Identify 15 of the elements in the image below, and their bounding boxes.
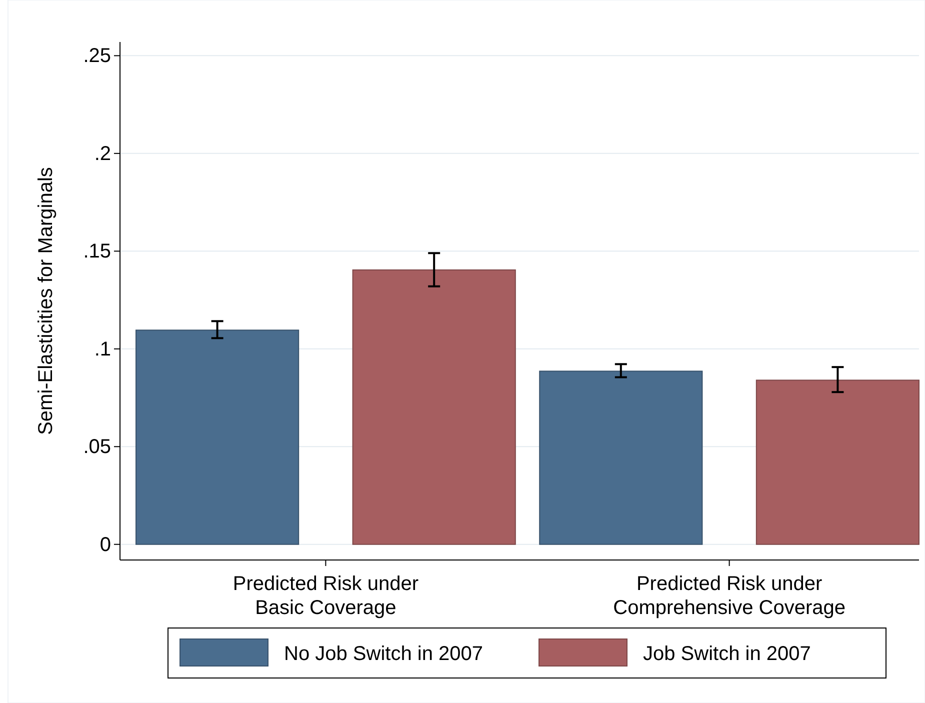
y-tick-label: .15 [83,240,111,263]
y-tick-label: .05 [83,436,111,458]
legend-label: No Job Switch in 2007 [284,643,484,665]
y-tick-label: .2 [94,142,111,165]
bar [756,380,920,545]
bar [352,269,516,545]
y-axis-title: Semi-Elasticities for Marginals [35,167,57,435]
x-tick-label: Predicted Risk under Comprehensive Coverage [613,573,846,619]
y-tick-label: 0 [100,534,111,556]
legend-label: Job Switch in 2007 [643,643,811,665]
bar [136,330,300,545]
y-tick-label: .1 [94,338,111,360]
y-tick-label: .25 [83,45,111,68]
x-tick-label: Predicted Risk under Basic Coverage [232,573,419,619]
bar [539,370,703,545]
